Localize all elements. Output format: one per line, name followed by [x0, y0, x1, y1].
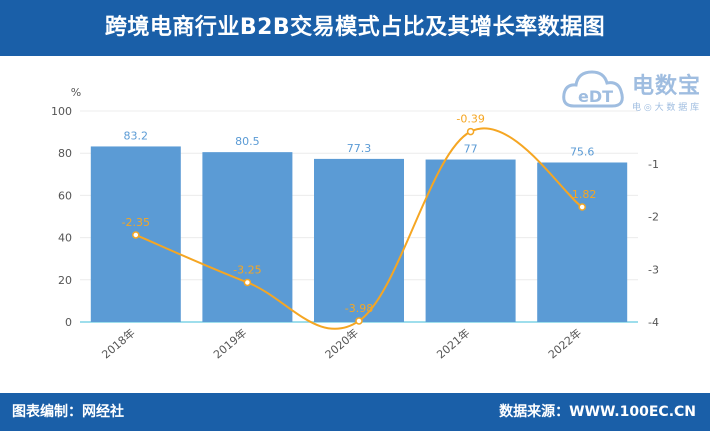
- growth-point: [243, 278, 252, 287]
- growth-value-label: -0.39: [456, 113, 484, 126]
- y2-tick-label: -3: [648, 263, 659, 276]
- y-tick-label: 20: [58, 274, 72, 287]
- cloud-logo-icon: eDT: [562, 70, 624, 108]
- growth-line: [135, 127, 583, 330]
- logo-sub-text: 电 ◎ 大 数 据 库: [632, 103, 700, 113]
- footer-bar: 图表编制：网经社 数据来源：WWW.100EC.CN: [0, 393, 710, 431]
- growth-point: [132, 231, 140, 239]
- y-tick-label: 80: [58, 147, 72, 160]
- bar: [425, 159, 516, 322]
- bar-value-label: 75.6: [570, 145, 595, 158]
- data-labels: 83.2 80.5 77.3 77 75.6 -2.35 -3.25 -3.98 -0.39 -1…: [122, 113, 597, 315]
- combo-chart: % 0 20 40 60 80 100 -1 -2 -3 -4 2018年 2019年 2020年 202…: [51, 86, 659, 362]
- footer-credit: 图表编制：网经社: [12, 404, 124, 420]
- bar-series: [90, 146, 628, 322]
- bar-value-label: 77.3: [347, 142, 372, 155]
- bar: [202, 152, 293, 322]
- logo-mark: eDT: [578, 87, 613, 106]
- x-tick-label: 2021年: [434, 326, 473, 362]
- y-tick-label: 60: [58, 189, 72, 202]
- y-tick-label: 0: [65, 316, 72, 329]
- bar: [314, 158, 404, 322]
- y2-tick-label: -1: [648, 158, 659, 171]
- header-bar: 跨境电商行业B2B交易模式占比及其增长率数据图: [0, 0, 710, 56]
- growth-point: [355, 317, 363, 325]
- growth-point: [578, 203, 586, 211]
- growth-value-label: -1.82: [568, 188, 596, 201]
- line-series: [132, 127, 586, 330]
- y2-tick-label: -2: [648, 211, 659, 224]
- y-axis-unit: %: [71, 86, 81, 99]
- x-tick-label: 2022年: [545, 326, 584, 362]
- brand-logo: eDT 电数宝 电 ◎ 大 数 据 库: [560, 60, 705, 122]
- bar-value-label: 80.5: [235, 135, 260, 148]
- growth-value-label: -2.35: [122, 216, 150, 229]
- x-tick-label: 2019年: [210, 326, 249, 362]
- x-tick-label: 2020年: [322, 326, 361, 362]
- y-tick-label: 100: [51, 105, 72, 118]
- y-tick-label: 40: [58, 232, 72, 245]
- chart-title: 跨境电商行业B2B交易模式占比及其增长率数据图: [104, 15, 606, 40]
- bar-value-label: 77: [464, 143, 478, 156]
- bar: [537, 162, 628, 322]
- growth-point: [466, 127, 475, 136]
- x-tick-label: 2018年: [99, 326, 138, 362]
- logo-brand-text: 电数宝: [632, 74, 702, 99]
- growth-value-label: -3.25: [233, 263, 261, 276]
- growth-value-label: -3.98: [345, 302, 373, 315]
- bar-value-label: 83.2: [124, 129, 149, 142]
- footer-source: 数据来源：WWW.100EC.CN: [499, 404, 696, 420]
- y2-tick-label: -4: [648, 316, 659, 329]
